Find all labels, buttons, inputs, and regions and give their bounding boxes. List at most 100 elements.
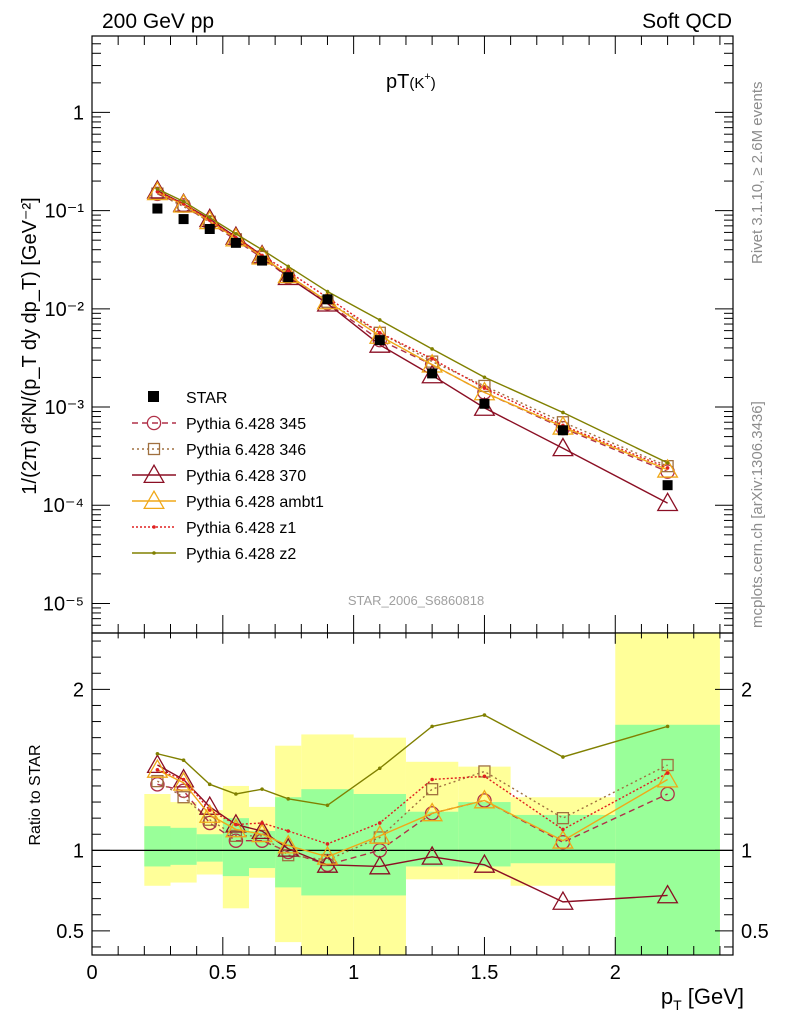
main-series-point — [552, 437, 574, 457]
ratio-series-point — [282, 849, 295, 862]
ratio-series-point — [656, 768, 679, 788]
main-series-line — [157, 188, 668, 464]
ratio-plot-area — [92, 633, 733, 955]
ratio-y-tick-label-right: 0.5 — [741, 921, 769, 943]
header-left: 200 GeV pp — [102, 10, 214, 33]
side-label-bottom: mcplots.cern.ch [arXiv:1306.3436] — [749, 401, 766, 628]
chart-title: pT(K+) — [386, 71, 436, 93]
ratio-series-point — [207, 808, 212, 812]
ratio-series-point — [316, 845, 339, 865]
ratio-series-point — [561, 827, 565, 832]
x-axis-label-rest: [GeV] — [682, 984, 744, 1009]
main-frame — [91, 35, 734, 634]
ratio-series-point — [368, 824, 391, 844]
header-right: Soft QCD — [642, 10, 732, 33]
ratio-series-point — [172, 768, 195, 788]
main-plot-area — [146, 179, 679, 512]
main-series-point — [656, 492, 679, 512]
ratio-series-point — [224, 818, 247, 838]
legend-marker — [147, 442, 161, 456]
ratio-band-green — [458, 802, 511, 867]
star-data-point — [230, 237, 241, 248]
ratio-series-point — [656, 884, 679, 904]
ratio-series-point — [228, 833, 244, 848]
side-label-top: Rivet 3.1.10, ≥ 2.6M events — [749, 82, 766, 265]
ratio-frame — [91, 632, 734, 956]
legend-marker — [143, 489, 165, 510]
ratio-series-point — [430, 777, 434, 782]
ratio-series-point — [430, 724, 434, 729]
ratio-series-point — [251, 819, 273, 840]
star-data-point — [557, 425, 568, 436]
ratio-series-point — [260, 787, 264, 791]
ratio-x-tick-label: 0.5 — [209, 962, 237, 984]
main-series-point — [665, 461, 670, 465]
star-data-point — [479, 398, 490, 409]
ratio-y-tick-label: 1 — [73, 840, 84, 862]
legend-label: Pythia 6.428 z1 — [186, 520, 296, 537]
legend-label: Pythia 6.428 370 — [186, 468, 306, 485]
ratio-series-point — [260, 821, 264, 825]
main-series-line — [157, 191, 668, 469]
ratio-series-point — [181, 777, 186, 782]
ratio-y-tick-label: 2 — [73, 679, 84, 701]
chart-title-main: pT — [386, 71, 409, 93]
star-data-point — [283, 272, 294, 283]
ratio-series-point — [202, 815, 217, 831]
ratio-series-point — [473, 853, 496, 873]
legend-marker — [143, 463, 165, 484]
main-y-ticks: 10⁻⁵ 10⁻⁴ 10⁻³ 10⁻² 10⁻¹ 1 — [43, 35, 733, 626]
ratio-band-green — [144, 826, 171, 867]
ratio-band-green — [170, 827, 197, 865]
ratio-series-point — [665, 724, 670, 729]
ratio-series-point — [552, 829, 574, 849]
main-series-point — [181, 199, 186, 204]
ratio-series-point — [665, 771, 670, 775]
ratio-series-point — [151, 774, 164, 788]
legend-marker — [152, 551, 156, 555]
main-series-point — [561, 410, 565, 415]
main-y-tick-label: 10⁻³ — [45, 397, 85, 419]
main-series-point — [181, 202, 186, 206]
ratio-series-point — [552, 890, 574, 910]
watermark: STAR_2006_S6860818 — [348, 593, 484, 608]
ratio-series-point — [229, 829, 243, 843]
ratio-series-point — [477, 793, 492, 808]
x-axis-label-main: p — [661, 984, 673, 1009]
ratio-y-tick-label-right: 1 — [741, 840, 752, 862]
main-y-tick-label: 10⁻² — [45, 299, 85, 321]
main-series-point — [234, 232, 238, 236]
main-series-point — [172, 193, 195, 213]
ratio-x-tick-label: 1.5 — [471, 962, 499, 984]
main-series-point — [656, 458, 679, 478]
ratio-panel: 0.5 0.51 12 2 0 0.5 1 1.5 2 Ratio to STAR pT [G… — [27, 632, 769, 1013]
ratio-series-line — [157, 714, 668, 807]
star-data-point — [257, 255, 268, 266]
legend-label: STAR — [186, 390, 227, 407]
ratio-series-point — [181, 758, 186, 762]
main-series-point — [325, 289, 330, 294]
star-data-point — [662, 480, 673, 491]
ratio-series-point — [207, 782, 212, 787]
chart-title-close: ) — [431, 75, 436, 92]
ratio-series-point — [224, 813, 247, 833]
main-series-point — [430, 356, 434, 361]
legend-label: Pythia 6.428 z2 — [186, 546, 296, 563]
ratio-series-point — [425, 783, 439, 796]
star-data-point — [322, 294, 333, 305]
star-data-point — [427, 368, 438, 379]
main-series-point — [482, 375, 487, 380]
ratio-x-tick-label: 1 — [348, 962, 359, 984]
star-data-point — [178, 214, 189, 225]
main-series-point — [155, 187, 160, 191]
ratio-series-point — [424, 806, 440, 821]
main-series-point — [207, 215, 212, 220]
ratio-series-point — [286, 797, 291, 801]
ratio-series-point — [277, 834, 300, 854]
ratio-series-point — [421, 845, 444, 865]
legend-marker — [146, 415, 162, 431]
legend: STAR Pythia 6.428 345 Pythia 6.428 346 Pyth… — [132, 390, 324, 563]
main-y-axis-label: 1/(2π) d²N/(p_T dy dp_T) [GeV⁻²] — [19, 197, 41, 494]
ratio-x-tick-label: 0 — [86, 962, 97, 984]
ratio-series-point — [172, 771, 195, 791]
